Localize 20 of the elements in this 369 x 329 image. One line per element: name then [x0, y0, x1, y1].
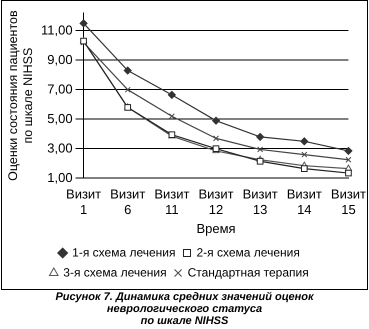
text: Рисунок 7. Динамика средних значений оценок неврологического статуса по шкале NIHSS — [54, 291, 315, 327]
x-axis-title: Время — [196, 220, 236, 236]
y-tick-label: 1,00 — [47, 170, 73, 185]
x-tick-label: Визит 15 — [330, 186, 366, 218]
legend-label: Стандартная терапия — [188, 265, 309, 280]
y-tick-label: 9,00 — [47, 52, 73, 67]
x-tick-label: Визит 13 — [242, 186, 278, 218]
legend-label: 3-я схема лечения — [63, 265, 167, 280]
x-tick-label: Визит 11 — [154, 186, 190, 218]
y-tick-label: 3,00 — [47, 140, 73, 156]
legend-label: 1-я схема лечения — [72, 245, 176, 260]
x-tick-label: Визит 14 — [286, 186, 322, 218]
x-tick-label: Визит 12 — [198, 186, 234, 218]
legend-label: 2-я схема лечения — [196, 245, 300, 260]
y-tick-label: 5,00 — [47, 110, 73, 126]
x-tick-label: Визит 6 — [110, 186, 146, 218]
y-tick-label: 11,00 — [40, 22, 73, 38]
y-axis-title: Оценки состояния пациентов по шкале NIHSS — [6, 10, 35, 181]
x-tick-label: Визит 1 — [66, 186, 102, 218]
y-tick-label: 7,00 — [47, 81, 73, 96]
